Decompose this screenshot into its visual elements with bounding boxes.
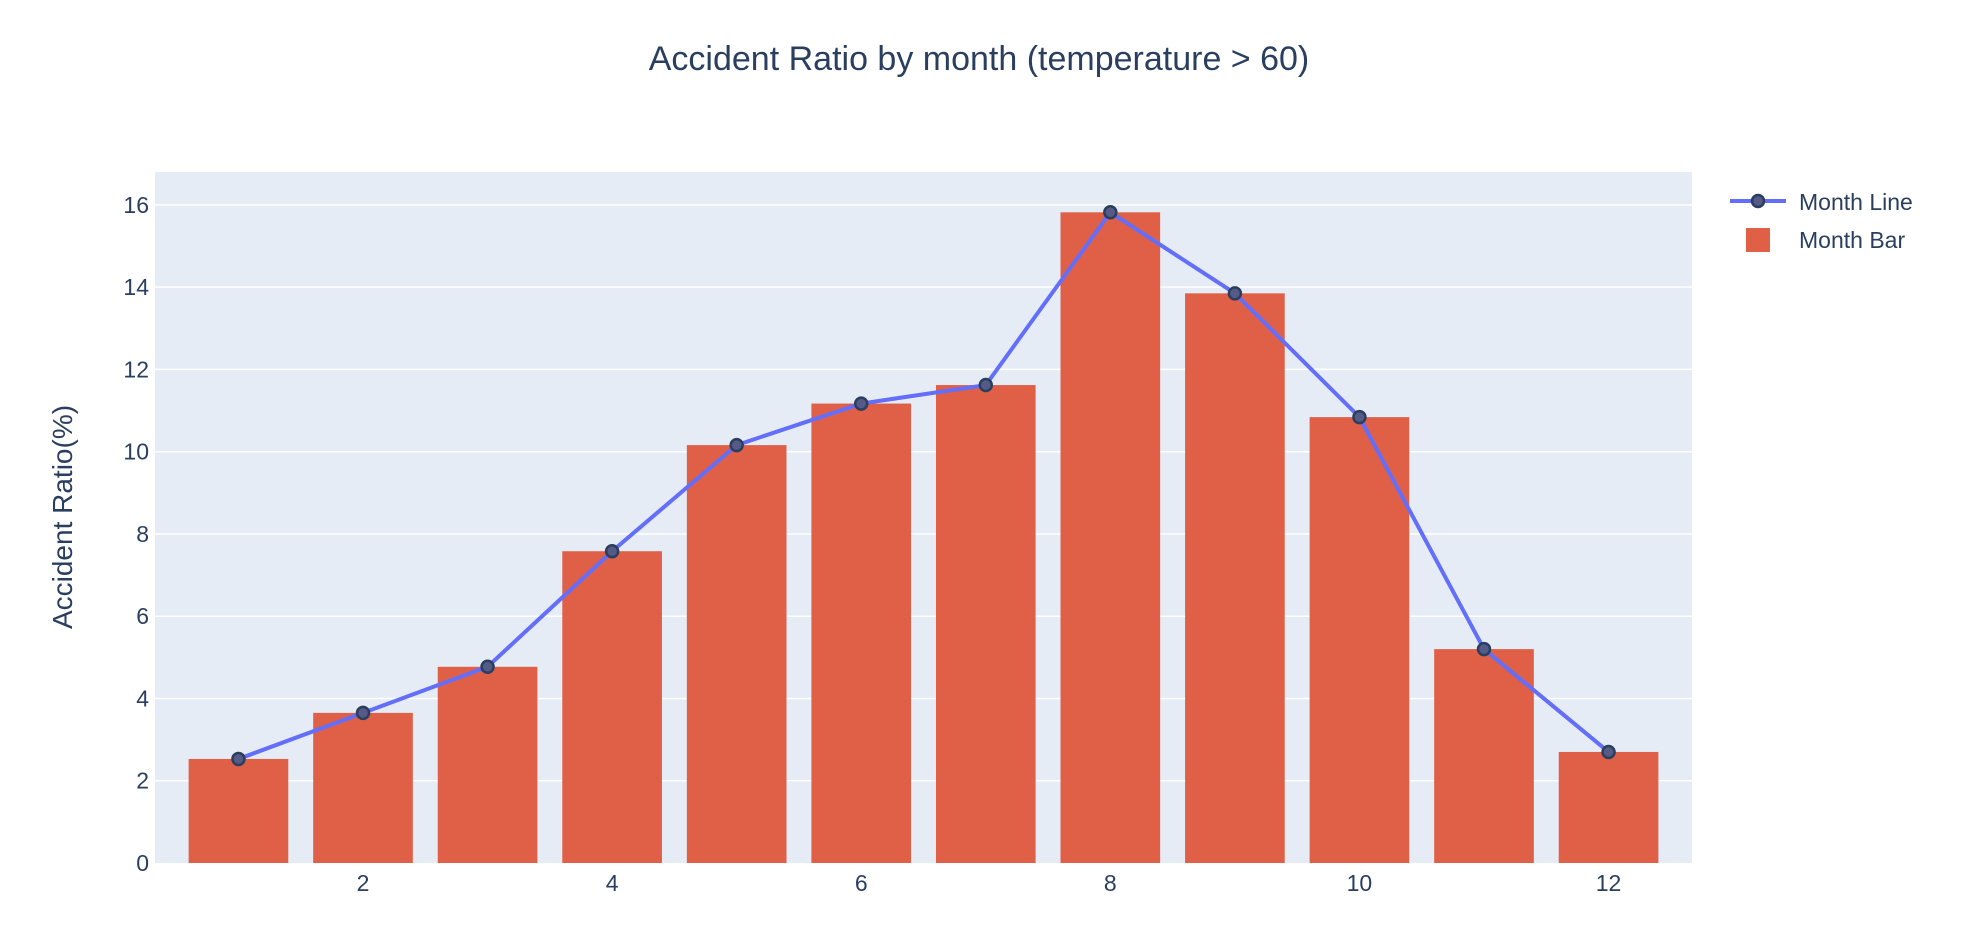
bar-month-5 [686, 445, 787, 863]
bar-month-8 [1060, 212, 1161, 863]
line-marker-month-3 [480, 659, 495, 675]
legend-line-marker [1750, 193, 1766, 209]
y-tick-label: 12 [123, 356, 149, 382]
bar-month-9 [1185, 293, 1285, 863]
x-tick-label: 6 [855, 870, 868, 896]
bar-month-1 [188, 758, 289, 863]
line-marker-month-9 [1227, 286, 1243, 301]
y-tick-label: 14 [123, 274, 149, 300]
x-tick-label: 8 [1104, 870, 1117, 896]
legend-bar-swatch [1746, 228, 1770, 252]
y-tick-label: 0 [136, 850, 149, 876]
line-marker-month-4 [604, 543, 620, 559]
bar-month-7 [935, 385, 1036, 863]
line-marker-month-1 [231, 751, 246, 767]
x-tick-label: 10 [1347, 870, 1373, 896]
line-marker-month-2 [355, 705, 371, 721]
bar-month-6 [811, 403, 912, 863]
bar-month-12 [1558, 751, 1659, 863]
line-marker-month-8 [1103, 205, 1118, 220]
x-tick-label: 2 [357, 870, 370, 896]
y-tick-label: 4 [136, 685, 149, 711]
bar-month-10 [1309, 417, 1410, 863]
bar-month-3 [437, 666, 538, 863]
y-axis-title: Accident Ratio(%) [47, 405, 78, 629]
legend-label-line: Month Line [1799, 189, 1913, 215]
line-marker-month-5 [729, 437, 744, 453]
x-axis-ticks: 2 4 6 8 10 12 [357, 870, 1622, 896]
line-marker-month-7 [978, 377, 994, 393]
line-marker-month-10 [1352, 409, 1367, 425]
bar-month-2 [313, 712, 413, 863]
x-tick-label: 12 [1596, 870, 1622, 896]
legend-item-bar[interactable]: Month Bar [1746, 227, 1905, 253]
bar-month-4 [562, 551, 662, 863]
chart-title: Accident Ratio by month (temperature > 6… [649, 40, 1310, 78]
line-marker-month-12 [1601, 744, 1616, 760]
y-axis-ticks: 0 2 4 6 8 10 12 14 16 [123, 192, 149, 876]
y-tick-label: 16 [123, 192, 149, 218]
bar-month-11 [1434, 649, 1534, 863]
month-line-path [237, 210, 1610, 761]
y-tick-label: 2 [136, 768, 149, 794]
line-marker-month-6 [853, 396, 869, 411]
bar-series [188, 212, 1659, 863]
line-marker-month-11 [1476, 641, 1492, 657]
x-tick-label: 4 [606, 870, 619, 896]
legend[interactable]: Month Line Month Bar [1730, 189, 1913, 253]
y-tick-label: 6 [136, 603, 149, 629]
legend-label-bar: Month Bar [1799, 227, 1905, 253]
line-series [231, 205, 1616, 767]
y-tick-label: 10 [123, 439, 149, 465]
y-tick-label: 8 [136, 521, 149, 547]
legend-item-line[interactable]: Month Line [1730, 189, 1913, 215]
